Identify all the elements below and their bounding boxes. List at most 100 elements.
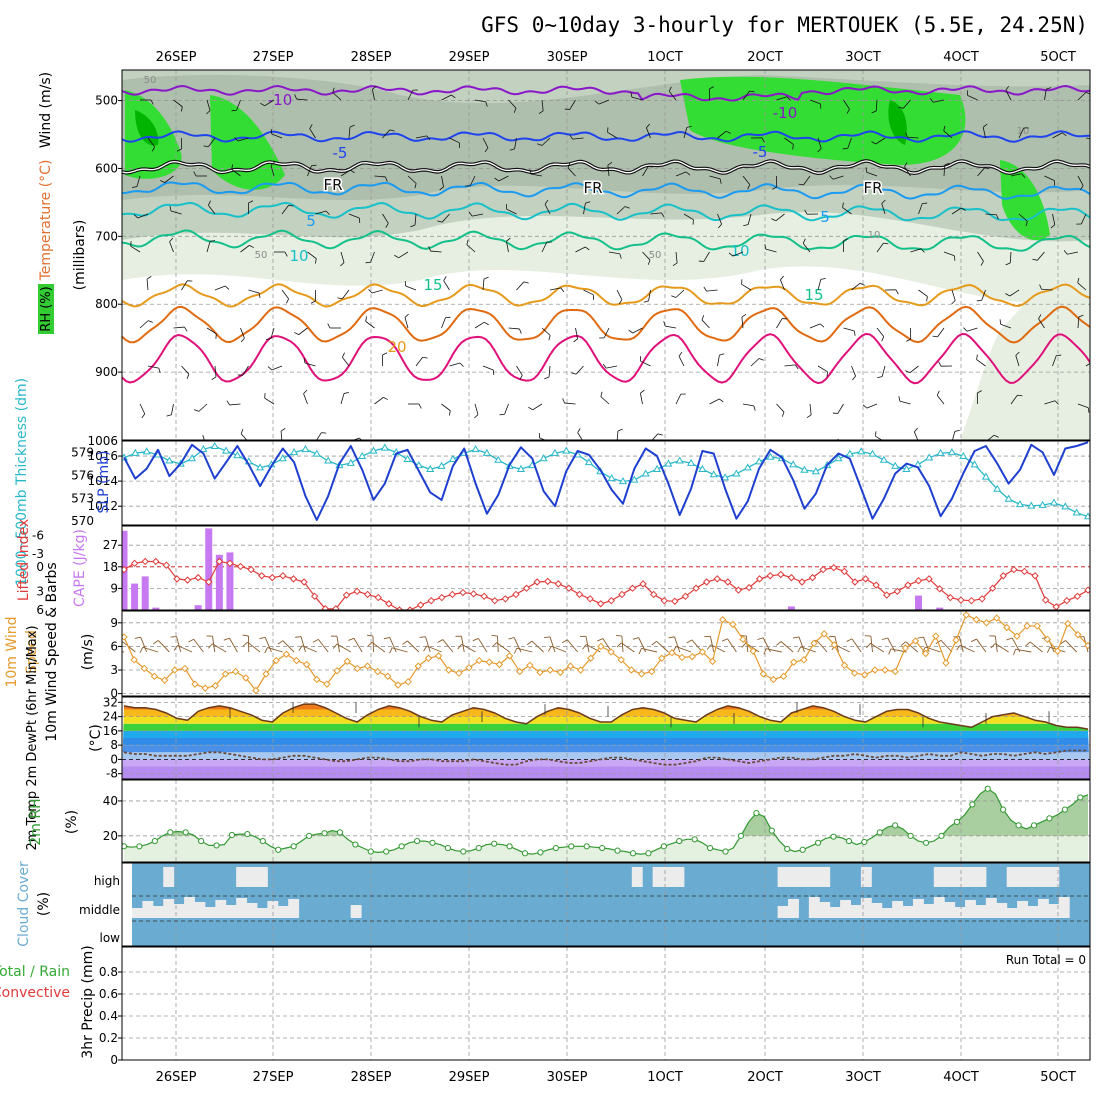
wind-barb-flag	[385, 176, 388, 182]
data-point	[830, 641, 839, 649]
data-point	[872, 581, 880, 589]
wind-barb	[442, 639, 454, 653]
data-point	[732, 469, 741, 477]
data-point	[618, 477, 628, 485]
wind-barb-flag	[740, 635, 747, 637]
data-point	[1015, 499, 1025, 508]
cloud-high-cell	[236, 867, 248, 887]
data-point	[182, 829, 189, 836]
data-point	[868, 449, 877, 457]
wind-barb	[137, 213, 149, 219]
data-point	[444, 844, 452, 852]
wind-barb	[240, 245, 250, 253]
rh-contour-label: 10	[1017, 126, 1030, 137]
wind-barb-flag	[153, 640, 159, 645]
data-point	[645, 850, 652, 857]
data-point	[830, 833, 837, 840]
wind-barb-flag	[926, 296, 928, 302]
data-point	[539, 454, 548, 462]
wind-barb-flag	[139, 647, 144, 653]
panel-body	[122, 441, 1090, 525]
wind-barb	[506, 442, 517, 445]
wind-barb	[1018, 127, 1025, 139]
wind-barb-flag	[1046, 87, 1052, 90]
wind-barb	[701, 319, 710, 329]
wind-barb-flag	[561, 639, 568, 644]
wind-barb	[1080, 213, 1087, 225]
wind-barb-flag	[678, 351, 683, 357]
data-point	[406, 606, 414, 610]
wind-barb	[508, 99, 517, 109]
date-label: 1OCT	[647, 50, 683, 65]
wind-barb	[835, 644, 851, 653]
wind-barb	[832, 175, 844, 180]
wind-barb	[742, 175, 751, 185]
wind-barb	[987, 434, 995, 440]
wind-barb-flag	[571, 372, 577, 375]
wind-barb-flag	[459, 362, 464, 367]
data-point	[1074, 630, 1082, 639]
wind-barb	[415, 356, 423, 367]
y-tick-label: 0.8	[99, 965, 118, 979]
data-point	[707, 844, 714, 852]
data-point	[999, 572, 1007, 580]
wind-barb	[703, 251, 710, 262]
data-point	[414, 662, 422, 670]
wind-barb	[632, 327, 643, 334]
data-point	[641, 469, 650, 477]
wind-barb-flag	[646, 123, 650, 129]
data-point	[363, 590, 372, 599]
rh-contour-label: 50	[255, 250, 268, 261]
data-point	[187, 454, 197, 462]
wind-barb	[541, 327, 551, 336]
wind-barb	[549, 287, 561, 291]
cloud-high-cell	[965, 867, 976, 887]
wind-barb-flag	[881, 637, 888, 641]
cloud-high-cell	[673, 867, 685, 887]
wind-barb	[212, 643, 227, 653]
data-point	[310, 592, 319, 601]
data-point	[911, 637, 920, 645]
wind-barb	[905, 641, 919, 653]
cloud-middle-cell	[788, 899, 799, 918]
wind-barb-flag	[585, 201, 591, 204]
wind-barb-flag	[883, 242, 889, 245]
wind-barb-flag	[209, 240, 216, 242]
wind-barb-flag	[426, 135, 431, 141]
wind-barb	[641, 647, 658, 653]
cape-bar	[936, 607, 944, 610]
cloud-middle-cell	[225, 905, 237, 918]
wind-barb-flag	[474, 414, 479, 419]
data-point	[830, 563, 838, 572]
wind-barb	[474, 99, 486, 103]
data-point	[851, 578, 859, 586]
cloud-middle-cell	[850, 905, 862, 918]
wind-barb-flag	[483, 276, 489, 280]
wind-barb-flag	[719, 353, 725, 356]
temperature-contour-10	[122, 201, 1090, 222]
wind-barb	[544, 204, 551, 215]
wind-barb	[441, 403, 451, 411]
wind-barb-flag	[640, 389, 645, 394]
data-point	[566, 662, 575, 670]
wind-barb	[389, 637, 397, 653]
data-point	[959, 451, 968, 459]
wind-barb	[943, 130, 953, 139]
wind-barb-flag	[538, 110, 544, 114]
data-point	[516, 667, 524, 676]
cloud-middle-cell	[288, 899, 300, 918]
wind-barb-flag	[719, 178, 722, 184]
wind-barb-flag	[585, 246, 590, 251]
data-point	[501, 595, 510, 603]
wind-barb-flag	[141, 413, 146, 419]
data-point	[321, 605, 329, 610]
rh-contour-label: 50	[649, 250, 662, 261]
wind-barb-flag	[866, 642, 871, 648]
wind-barb-flag	[597, 638, 604, 642]
cloud-high-cell	[256, 867, 268, 887]
data-point	[660, 596, 668, 605]
y-tick-label: 1006	[87, 434, 118, 448]
wind-barb-flag	[231, 164, 233, 170]
wind-barb-flag	[661, 212, 665, 218]
